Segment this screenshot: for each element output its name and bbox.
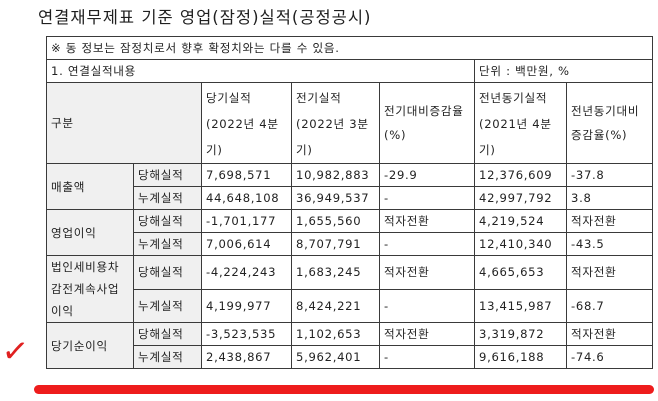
cell-yoy: 9,616,188: [474, 345, 567, 369]
cell-yoy: 4,219,524: [474, 209, 567, 233]
row-type: 당해실적: [133, 209, 202, 233]
row-type: 당해실적: [133, 163, 202, 187]
header-previous-period: (2022년 3분기): [296, 117, 369, 157]
header-yoy: 전년동기실적 (2021년 4분기): [474, 82, 567, 164]
cell-previous: 8,707,791: [291, 232, 380, 256]
results-table: ※ 동 정보는 잠정치로서 향후 확정치와는 다를 수 있음. 1. 연결실적내…: [45, 36, 654, 369]
cell-previous: 1,683,245: [291, 255, 380, 290]
cell-current: -3,523,535: [201, 322, 292, 346]
header-previous: 전기실적 (2022년 3분기): [291, 82, 380, 164]
cell-previous: 8,424,221: [291, 288, 380, 323]
table-row: 매출액 당해실적 7,698,571 10,982,883 -29.9 12,3…: [46, 163, 654, 210]
cell-previous: 5,962,401: [291, 345, 380, 369]
cell-yoy-change: 3.8: [565, 186, 654, 210]
cell-yoy: 42,997,792: [474, 186, 567, 210]
cell-qoq: 적자전환: [379, 209, 475, 233]
cell-yoy-change: -74.6: [565, 345, 654, 369]
cell-qoq: -: [379, 186, 475, 210]
cell-qoq: -: [379, 288, 475, 323]
cell-yoy: 3,319,872: [474, 322, 567, 346]
cell-qoq: 적자전환: [379, 255, 475, 290]
unit-label: 단위 : 백만원, %: [473, 59, 654, 83]
cell-previous: 1,655,560: [291, 209, 380, 233]
header-previous-label: 전기실적: [296, 91, 342, 105]
red-checkmark-annotation: ✓: [0, 330, 31, 372]
section-label: 1. 연결실적내용: [46, 59, 475, 83]
group-name: 당기순이익: [46, 322, 134, 369]
table-row: 누계실적 2,438,867 5,962,401 - 9,616,188 -74…: [47, 345, 654, 369]
cell-yoy-change: 적자전환: [565, 322, 654, 346]
cell-current: 44,648,108: [201, 186, 292, 210]
notice-row: ※ 동 정보는 잠정치로서 향후 확정치와는 다를 수 있음.: [45, 36, 654, 60]
table-row: 누계실적 7,006,614 8,707,791 - 12,410,340 -4…: [47, 232, 654, 256]
cell-qoq: 적자전환: [379, 322, 475, 346]
cell-yoy-change: -43.5: [565, 232, 654, 256]
header-current-period: (2022년 4분기): [206, 117, 279, 157]
cell-qoq: -29.9: [379, 163, 475, 187]
section-row: 1. 연결실적내용 단위 : 백만원, %: [46, 59, 654, 83]
table-row: 누계실적 4,199,977 8,424,221 - 13,415,987 -6…: [47, 288, 654, 323]
header-row: 구분 당기실적 (2022년 4분기) 전기실적 (2022년 3분기) 전기대…: [46, 82, 654, 164]
cell-yoy: 12,410,340: [474, 232, 567, 256]
red-underline-annotation: [34, 385, 654, 394]
row-type: 누계실적: [133, 186, 202, 210]
notice-text: ※ 동 정보는 잠정치로서 향후 확정치와는 다를 수 있음.: [45, 36, 654, 60]
table-row: 법인세비용차감전계속사업이익 당해실적 -4,224,243 1,683,245…: [46, 255, 654, 323]
header-current-label: 당기실적: [206, 91, 252, 105]
cell-yoy-change: -37.8: [565, 163, 654, 187]
group-name: 영업이익: [46, 209, 134, 256]
cell-current: 4,199,977: [201, 288, 292, 323]
group-name: 매출액: [46, 163, 134, 210]
row-type: 누계실적: [133, 288, 202, 323]
table-row: 당기순이익 당해실적 -3,523,535 1,102,653 적자전환 3,3…: [46, 322, 654, 369]
cell-qoq: -: [379, 232, 475, 256]
group-name: 법인세비용차감전계속사업이익: [46, 255, 134, 323]
row-type: 당해실적: [133, 322, 202, 346]
cell-yoy: 4,665,653: [474, 255, 567, 290]
cell-yoy-change: 적자전환: [565, 255, 654, 290]
cell-yoy-change: -68.7: [565, 288, 654, 323]
header-category: 구분: [46, 82, 202, 164]
table-row: 누계실적 44,648,108 36,949,537 - 42,997,792 …: [47, 186, 654, 210]
page-title: 연결재무제표 기준 영업(잠정)실적(공정공시): [38, 8, 372, 27]
table-row: 영업이익 당해실적 -1,701,177 1,655,560 적자전환 4,21…: [46, 209, 654, 256]
cell-current: 7,698,571: [201, 163, 292, 187]
row-type: 누계실적: [133, 345, 202, 369]
cell-current: 7,006,614: [201, 232, 292, 256]
row-type: 당해실적: [133, 255, 202, 290]
header-yoy-change: 전년동기대비증감율(%): [565, 82, 654, 164]
cell-previous: 1,102,653: [291, 322, 380, 346]
header-yoy-label: 전년동기실적: [479, 91, 548, 105]
header-yoy-period: (2021년 4분기): [479, 117, 552, 157]
cell-yoy: 13,415,987: [474, 288, 567, 323]
cell-current: -4,224,243: [201, 255, 292, 290]
header-qoq-change: 전기대비증감율(%): [379, 82, 475, 164]
cell-yoy: 12,376,609: [474, 163, 567, 187]
cell-current: -1,701,177: [201, 209, 292, 233]
row-type: 누계실적: [133, 232, 202, 256]
cell-qoq: -: [379, 345, 475, 369]
cell-previous: 10,982,883: [291, 163, 380, 187]
header-current: 당기실적 (2022년 4분기): [201, 82, 292, 164]
cell-yoy-change: 적자전환: [565, 209, 654, 233]
cell-current: 2,438,867: [201, 345, 292, 369]
cell-previous: 36,949,537: [291, 186, 380, 210]
